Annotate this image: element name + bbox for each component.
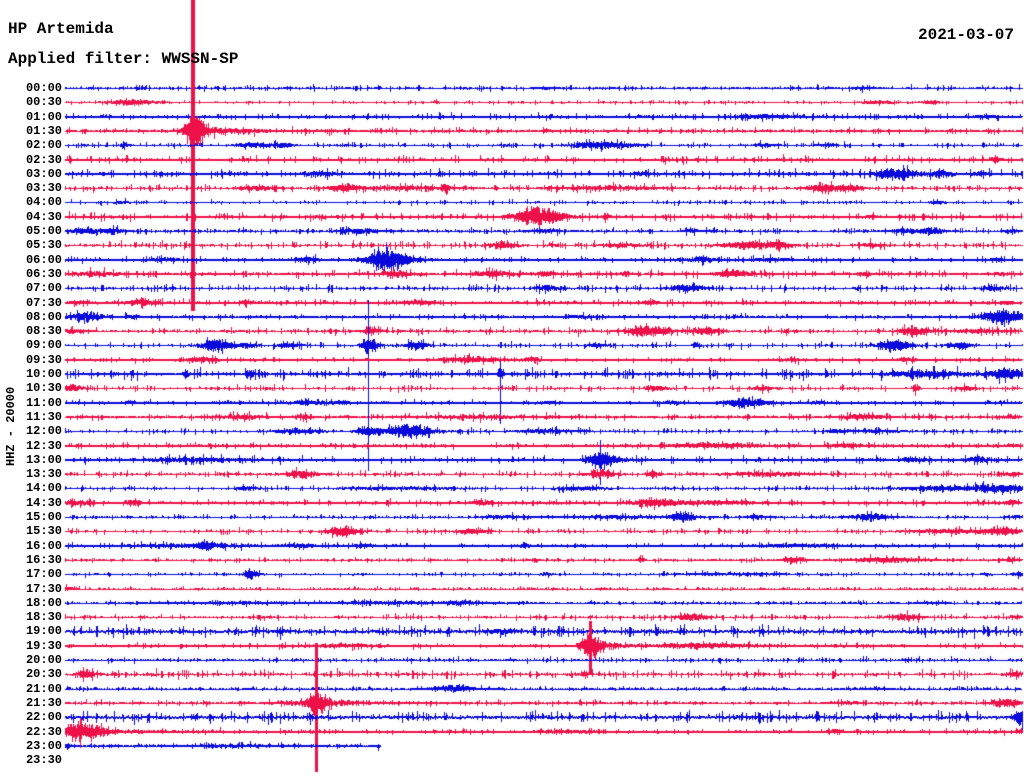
date-label: 2021-03-07 [917, 26, 1014, 44]
time-label: 22:30 [25, 724, 62, 739]
time-label: 04:30 [25, 209, 62, 224]
time-label: 20:30 [25, 667, 62, 682]
time-label: 20:00 [25, 653, 62, 667]
time-label: 00:30 [25, 95, 62, 110]
time-label: 19:00 [25, 624, 62, 639]
time-label: 14:30 [25, 495, 62, 510]
filter-label: Applied filter: WWSSN-SP [8, 50, 239, 68]
time-label: 01:30 [25, 123, 62, 138]
time-label: 17:30 [25, 581, 62, 596]
time-label: 18:30 [25, 610, 62, 625]
time-label: 12:30 [25, 438, 62, 453]
time-label: 04:00 [25, 195, 62, 210]
time-label: 14:00 [25, 481, 62, 496]
time-label: 11:30 [25, 409, 62, 424]
time-label: 05:30 [25, 238, 62, 253]
station-title: HP Artemida [8, 20, 114, 38]
time-label: 18:00 [25, 595, 62, 610]
time-label: 01:00 [25, 109, 62, 124]
time-label: 23:30 [25, 753, 62, 768]
time-label: 16:30 [25, 552, 62, 567]
time-label: 11:00 [25, 395, 62, 410]
time-label: 13:00 [25, 452, 62, 467]
time-label: 05:00 [25, 224, 62, 238]
time-label: 10:00 [25, 367, 62, 381]
time-label: 08:00 [25, 309, 62, 324]
time-label: 03:00 [25, 166, 62, 181]
time-label: 02:30 [25, 152, 62, 167]
time-label: 13:30 [25, 467, 62, 482]
time-label: 10:30 [25, 381, 62, 396]
time-label: 15:30 [25, 524, 62, 539]
time-label: 21:30 [25, 695, 62, 710]
time-label: 07:30 [25, 295, 62, 310]
time-label: 06:00 [25, 252, 62, 267]
time-label: 08:30 [25, 324, 62, 339]
time-label: 06:30 [25, 266, 62, 281]
time-label: 15:00 [25, 510, 62, 524]
time-label: 00:00 [25, 81, 62, 95]
time-label: 09:00 [25, 338, 62, 353]
time-label: 19:30 [25, 638, 62, 653]
time-label: 12:00 [25, 424, 62, 439]
time-label: 17:00 [25, 567, 62, 582]
time-label: 16:00 [25, 538, 62, 553]
time-label: 22:00 [25, 710, 62, 725]
time-label: 21:00 [25, 681, 62, 696]
time-label: 09:30 [25, 352, 62, 367]
time-label: 03:30 [25, 181, 62, 196]
time-label: 07:00 [25, 281, 62, 296]
time-label: 23:00 [25, 738, 62, 753]
time-label: 02:00 [25, 138, 62, 153]
